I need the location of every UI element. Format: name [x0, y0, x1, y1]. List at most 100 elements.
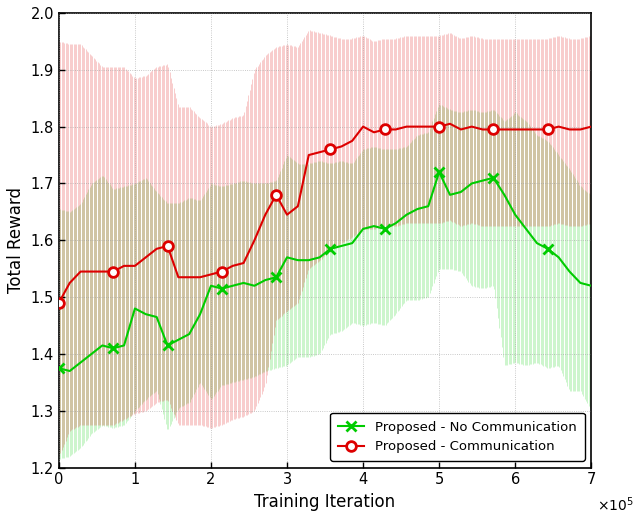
Proposed - No Communication — [566, 268, 573, 275]
Proposed - No Communication — [229, 283, 237, 289]
Line: Proposed - No Communication: Proposed - No Communication — [54, 167, 596, 376]
Proposed - Communication — [435, 123, 443, 130]
Proposed - No Communication — [164, 342, 172, 349]
Proposed - Communication — [479, 126, 486, 133]
Proposed - Communication — [164, 243, 172, 249]
Proposed - Communication — [55, 300, 63, 306]
Proposed - Communication — [109, 268, 117, 275]
Proposed - No Communication — [175, 337, 182, 343]
Proposed - Communication — [120, 263, 128, 269]
Proposed - Communication — [555, 123, 563, 130]
Proposed - Communication — [326, 146, 334, 152]
Proposed - Communication — [457, 126, 465, 133]
Proposed - No Communication — [577, 280, 584, 286]
Proposed - No Communication — [305, 257, 312, 263]
Proposed - No Communication — [283, 254, 291, 261]
Proposed - No Communication — [326, 246, 334, 252]
Proposed - No Communication — [479, 178, 486, 184]
Proposed - Communication — [273, 192, 280, 198]
Proposed - No Communication — [381, 226, 388, 232]
Proposed - Communication — [218, 268, 226, 275]
Proposed - Communication — [186, 274, 193, 280]
Proposed - Communication — [588, 123, 595, 130]
Proposed - No Communication — [120, 342, 128, 349]
Proposed - Communication — [468, 123, 476, 130]
Proposed - No Communication — [207, 283, 215, 289]
Proposed - Communication — [142, 254, 150, 261]
Proposed - Communication — [316, 149, 323, 155]
Proposed - No Communication — [348, 240, 356, 246]
Proposed - Communication — [175, 274, 182, 280]
Proposed - No Communication — [131, 306, 139, 312]
Proposed - Communication — [424, 123, 432, 130]
Proposed - Communication — [359, 123, 367, 130]
Proposed - Communication — [566, 126, 573, 133]
Proposed - Communication — [262, 212, 269, 218]
Proposed - No Communication — [446, 192, 454, 198]
Proposed - No Communication — [424, 203, 432, 209]
Proposed - No Communication — [109, 345, 117, 351]
Proposed - No Communication — [533, 240, 541, 246]
Proposed - No Communication — [435, 169, 443, 175]
Proposed - Communication — [240, 260, 248, 266]
Proposed - Communication — [196, 274, 204, 280]
Proposed - No Communication — [218, 285, 226, 292]
Proposed - No Communication — [588, 283, 595, 289]
Proposed - Communication — [131, 263, 139, 269]
Proposed - No Communication — [555, 254, 563, 261]
Proposed - No Communication — [500, 192, 508, 198]
Proposed - Communication — [577, 126, 584, 133]
X-axis label: Training Iteration: Training Iteration — [255, 493, 396, 511]
Proposed - No Communication — [294, 257, 301, 263]
Proposed - No Communication — [522, 226, 530, 232]
Proposed - Communication — [446, 121, 454, 127]
Proposed - Communication — [305, 152, 312, 158]
Line: Proposed - Communication: Proposed - Communication — [54, 119, 596, 308]
Proposed - No Communication — [273, 274, 280, 280]
Text: $\times10^5$: $\times10^5$ — [596, 495, 634, 513]
Proposed - Communication — [392, 126, 399, 133]
Proposed - No Communication — [359, 226, 367, 232]
Proposed - No Communication — [490, 175, 497, 181]
Proposed - No Communication — [153, 314, 161, 320]
Proposed - No Communication — [403, 212, 410, 218]
Proposed - No Communication — [251, 283, 259, 289]
Proposed - No Communication — [196, 311, 204, 318]
Proposed - No Communication — [77, 359, 84, 366]
Proposed - Communication — [294, 203, 301, 209]
Proposed - Communication — [99, 268, 106, 275]
Y-axis label: Total Reward: Total Reward — [7, 188, 25, 293]
Proposed - Communication — [490, 126, 497, 133]
Proposed - No Communication — [392, 220, 399, 226]
Proposed - No Communication — [142, 311, 150, 318]
Proposed - No Communication — [55, 365, 63, 371]
Proposed - Communication — [283, 212, 291, 218]
Proposed - No Communication — [262, 277, 269, 283]
Proposed - No Communication — [544, 246, 552, 252]
Legend: Proposed - No Communication, Proposed - Communication: Proposed - No Communication, Proposed - … — [330, 413, 585, 461]
Proposed - Communication — [348, 138, 356, 144]
Proposed - Communication — [544, 126, 552, 133]
Proposed - Communication — [403, 123, 410, 130]
Proposed - Communication — [522, 126, 530, 133]
Proposed - Communication — [66, 280, 74, 286]
Proposed - No Communication — [337, 243, 345, 249]
Proposed - No Communication — [457, 189, 465, 195]
Proposed - No Communication — [316, 254, 323, 261]
Proposed - Communication — [229, 263, 237, 269]
Proposed - Communication — [413, 123, 421, 130]
Proposed - No Communication — [99, 342, 106, 349]
Proposed - Communication — [381, 126, 388, 133]
Proposed - No Communication — [88, 351, 95, 357]
Proposed - Communication — [370, 129, 378, 135]
Proposed - Communication — [533, 126, 541, 133]
Proposed - Communication — [153, 246, 161, 252]
Proposed - Communication — [88, 268, 95, 275]
Proposed - Communication — [500, 126, 508, 133]
Proposed - No Communication — [66, 368, 74, 374]
Proposed - No Communication — [186, 331, 193, 337]
Proposed - Communication — [511, 126, 519, 133]
Proposed - No Communication — [370, 223, 378, 229]
Proposed - Communication — [77, 268, 84, 275]
Proposed - No Communication — [413, 206, 421, 212]
